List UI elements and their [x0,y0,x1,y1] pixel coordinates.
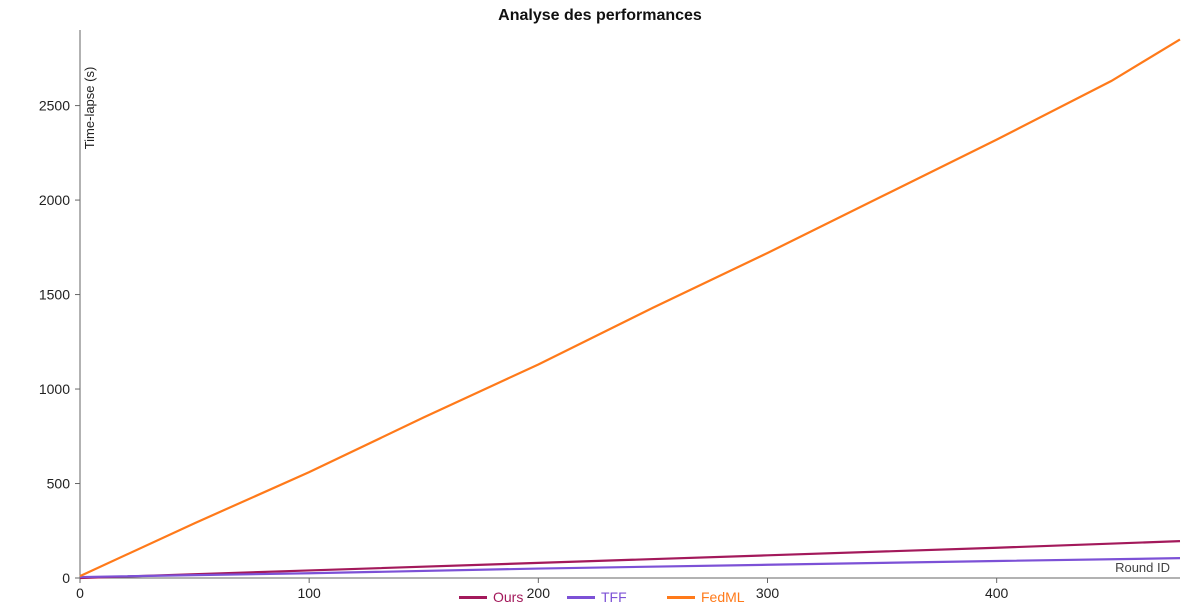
svg-text:0: 0 [76,585,84,601]
y-axis-label: Time-lapse (s) [82,67,97,150]
svg-text:2500: 2500 [39,98,70,114]
svg-text:0: 0 [62,570,70,586]
series-line-ours [80,541,1180,578]
x-tick: 100 [297,578,321,601]
legend-label: Ours [493,589,523,605]
chart-title: Analyse des performances [498,7,702,24]
y-tick: 500 [47,476,80,492]
series-line-fedml [80,39,1180,576]
svg-text:2000: 2000 [39,192,70,208]
legend-label: FedML [701,589,745,605]
series-group [80,39,1180,578]
svg-text:100: 100 [297,585,321,601]
legend-label: TFF [601,589,627,605]
x-tick: 0 [76,578,84,601]
x-axis-label: Round ID [1115,560,1170,575]
svg-text:300: 300 [756,585,780,601]
legend-swatch [459,596,487,599]
y-tick: 1000 [39,381,80,397]
y-axis: 0 500 1000 1500 2000 2500 [39,30,80,586]
legend-swatch [567,596,595,599]
y-tick: 2000 [39,192,80,208]
x-tick: 300 [756,578,780,601]
x-tick: 200 [527,578,551,601]
performance-chart: Analyse des performances 0 100 200 300 400 0… [0,0,1200,616]
y-tick: 2500 [39,98,80,114]
chart-svg: Analyse des performances 0 100 200 300 400 0… [0,0,1200,616]
x-tick: 400 [985,578,1009,601]
svg-text:400: 400 [985,585,1009,601]
y-tick: 1500 [39,287,80,303]
svg-text:500: 500 [47,476,71,492]
y-tick: 0 [62,570,80,586]
series-line-tff [80,558,1180,577]
svg-text:1500: 1500 [39,287,70,303]
svg-text:200: 200 [527,585,551,601]
x-axis: 0 100 200 300 400 [76,578,1180,601]
legend-swatch [667,596,695,599]
legend: Ours TFF FedML [459,589,745,605]
svg-text:1000: 1000 [39,381,70,397]
legend-item: Ours [459,589,523,605]
legend-item: FedML [667,589,745,605]
legend-item: TFF [567,589,627,605]
